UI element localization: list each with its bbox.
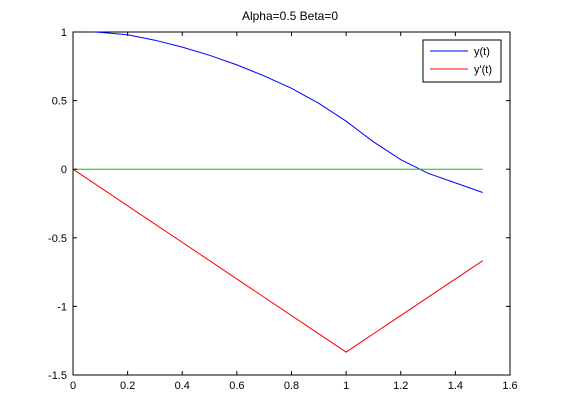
x-tick-label: 0.2 <box>120 380 135 392</box>
legend-label: y(t) <box>474 46 490 58</box>
series-line-y-prime <box>72 168 483 353</box>
y-tick-label: -1 <box>57 301 67 313</box>
y-tick-label: -0.5 <box>48 233 67 245</box>
legend: y(t) y'(t) <box>422 39 502 83</box>
chart-title: Alpha=0.5 Beta=0 <box>242 9 338 23</box>
plot-frame <box>72 31 511 376</box>
series-layer <box>72 31 483 353</box>
x-tick-label: 1.2 <box>393 380 408 392</box>
x-tick-label: 1.6 <box>502 380 517 392</box>
y-tick-label: 1 <box>61 27 67 39</box>
legend-label: y'(t) <box>474 64 492 76</box>
x-tick-label: 1 <box>343 380 349 392</box>
x-tick-label: 0.4 <box>175 380 190 392</box>
y-tick-label: 0 <box>61 164 67 176</box>
legend-box <box>422 39 502 83</box>
y-tick-label: 0.5 <box>52 96 67 108</box>
y-tick-label: -1.5 <box>48 370 67 382</box>
x-tick-label: 0 <box>70 380 76 392</box>
x-tick-label: 0.6 <box>229 380 244 392</box>
ticks-layer: 0 0.2 0.4 0.6 0.8 1 1.2 1.4 1.6 1 0.5 0 -0.5 -1 -1.5 <box>48 27 518 392</box>
x-tick-label: 1.4 <box>448 380 463 392</box>
x-tick-label: 0.8 <box>284 380 299 392</box>
series-line-y <box>94 31 483 193</box>
